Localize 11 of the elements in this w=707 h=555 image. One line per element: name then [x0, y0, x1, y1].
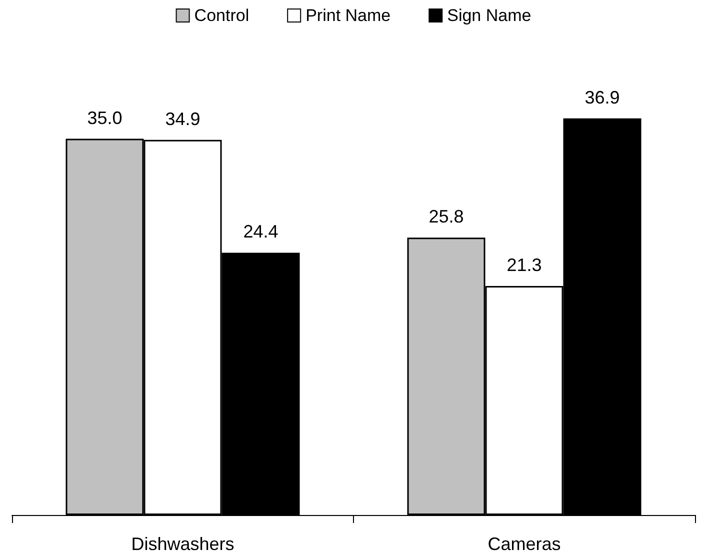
x-tick-label: Dishwashers — [131, 534, 234, 554]
legend-label: Sign Name — [447, 6, 532, 25]
data-label: 34.9 — [165, 108, 200, 129]
data-label: 36.9 — [584, 87, 620, 108]
data-label: 35.0 — [87, 108, 122, 128]
data-label: 25.8 — [428, 206, 464, 227]
x-tick-label: Cameras — [488, 534, 561, 554]
legend-label: Control — [194, 6, 250, 25]
data-label: 24.4 — [243, 222, 278, 242]
data-label: 21.3 — [506, 255, 542, 276]
legend-label: Print Name — [306, 6, 391, 25]
